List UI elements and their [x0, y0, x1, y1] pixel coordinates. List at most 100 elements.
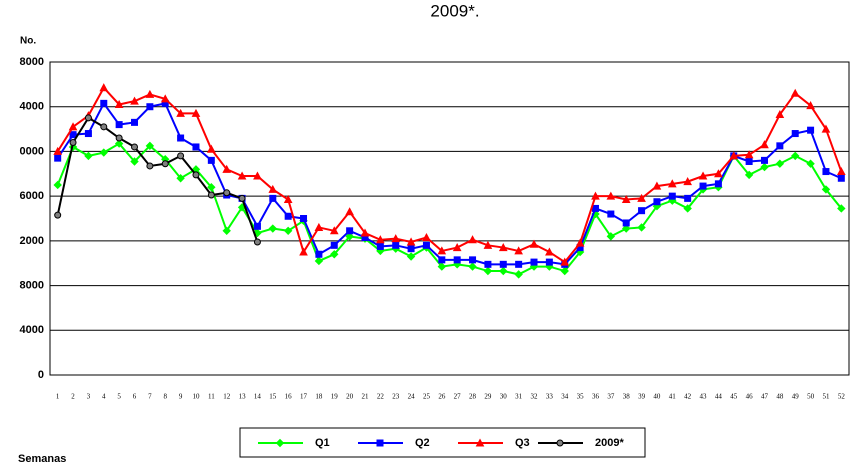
series-line [56, 101, 842, 266]
x-tick-label: 46 [746, 393, 754, 401]
point [223, 189, 231, 197]
point [53, 180, 62, 190]
x-tick-label: 8 [163, 393, 167, 401]
x-tick-label: 44 [715, 393, 723, 401]
point [130, 157, 139, 166]
point [760, 162, 769, 172]
point [437, 262, 447, 271]
point [653, 198, 661, 206]
point [622, 219, 630, 227]
point [253, 171, 262, 180]
point [54, 154, 62, 162]
point [100, 99, 108, 107]
point [99, 148, 108, 157]
point [790, 88, 800, 97]
point [791, 151, 800, 161]
point [837, 204, 846, 213]
point [545, 258, 553, 266]
point [376, 235, 385, 244]
x-tick-label: 51 [822, 393, 830, 401]
x-tick-label: 27 [454, 393, 462, 401]
x-tick-label: 22 [377, 393, 385, 401]
x-tick-label: 39 [638, 393, 646, 401]
x-tick-label: 34 [561, 393, 569, 401]
point [744, 150, 754, 159]
point [284, 212, 292, 220]
point [345, 207, 354, 216]
point [53, 146, 63, 155]
point [330, 250, 339, 259]
point [130, 96, 139, 105]
y-tick-label: 2000 [20, 235, 44, 247]
point [422, 241, 430, 249]
point [176, 108, 185, 117]
point [207, 156, 215, 164]
point [69, 138, 77, 146]
x-tick-label: 12 [223, 393, 231, 401]
x-tick-label: 28 [469, 393, 477, 401]
x-tick-label: 21 [361, 393, 369, 401]
point [69, 131, 77, 139]
x-tick-label: 14 [254, 393, 262, 401]
point [775, 159, 785, 168]
point [607, 210, 615, 218]
point [437, 246, 447, 255]
point [299, 247, 308, 256]
x-tick-label: 26 [438, 393, 446, 401]
legend-marker [475, 438, 485, 447]
point [207, 191, 215, 199]
point [253, 238, 261, 246]
point [684, 194, 692, 202]
point [146, 162, 154, 170]
legend-marker [376, 439, 384, 447]
x-tick-label: 19 [331, 393, 339, 401]
point [837, 174, 845, 182]
legend-label: Q2 [415, 437, 430, 449]
point [760, 156, 768, 164]
point [146, 103, 154, 111]
x-tick-label: 49 [792, 393, 800, 401]
point [591, 204, 599, 212]
legend-label: Q1 [315, 437, 330, 449]
point [499, 260, 507, 268]
x-tick-label: 5 [117, 393, 121, 401]
plot-frame [49, 61, 850, 376]
point [161, 160, 169, 168]
point [529, 239, 539, 248]
point [84, 151, 93, 161]
x-tick-label: 17 [300, 393, 308, 401]
point [729, 151, 739, 160]
point [453, 256, 461, 264]
point [776, 142, 784, 150]
x-tick-label: 1 [56, 393, 60, 401]
chart-title: 2009*. [430, 1, 479, 20]
point [821, 124, 831, 133]
x-tick-label: 2 [71, 393, 75, 401]
point [683, 177, 693, 186]
point [515, 260, 523, 268]
x-tick-label: 16 [285, 393, 293, 401]
point [744, 170, 754, 180]
point [207, 182, 216, 192]
x-tick-label: 18 [315, 393, 323, 401]
point [514, 270, 523, 279]
x-tick-label: 3 [87, 393, 91, 401]
point [160, 94, 170, 103]
x-axis-label: Semanas [18, 453, 66, 464]
point [499, 266, 508, 276]
point [406, 237, 416, 246]
point [468, 235, 477, 244]
point [591, 191, 600, 200]
x-tick-label: 35 [577, 393, 585, 401]
point [698, 171, 708, 180]
y-tick-label: 8000 [20, 279, 44, 291]
point [191, 108, 201, 117]
point [667, 179, 677, 188]
point [314, 256, 324, 266]
point [652, 181, 662, 190]
point [821, 185, 831, 194]
point [268, 184, 278, 193]
point [760, 140, 769, 149]
series-line [56, 142, 843, 276]
